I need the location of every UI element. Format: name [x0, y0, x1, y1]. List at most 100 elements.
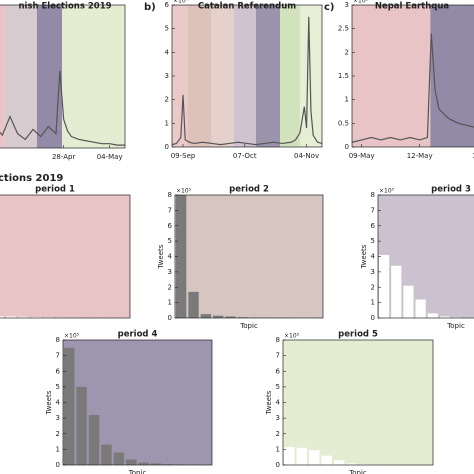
- chart-title: period 3: [431, 185, 471, 195]
- y-tick-label: 0: [345, 143, 349, 151]
- bar: [18, 316, 29, 318]
- axis-multiplier: ×10⁵: [284, 333, 300, 340]
- y-tick-label: 4: [56, 399, 61, 407]
- y-tick-label: 3: [165, 72, 169, 80]
- y-tick-label: 6: [371, 222, 376, 230]
- period-band: [211, 5, 234, 147]
- period-band: [255, 5, 281, 147]
- y-tick-label: 1.5: [338, 72, 349, 80]
- y-tick-label: 1: [56, 445, 60, 453]
- bar: [76, 386, 87, 465]
- plot-background: [63, 340, 212, 465]
- bar: [200, 314, 212, 318]
- bar: [0, 316, 4, 318]
- chart-title: period 4: [118, 330, 158, 340]
- x-axis-label: Topic: [128, 469, 147, 474]
- bar: [439, 316, 451, 318]
- bar: [359, 464, 370, 465]
- bar: [188, 291, 199, 318]
- y-tick-label: 5: [56, 383, 60, 391]
- period-band: [430, 5, 474, 147]
- y-tick-label: 2: [56, 430, 60, 438]
- y-tick-label: 2.5: [338, 25, 349, 33]
- y-axis-label: Tweets: [360, 244, 368, 269]
- y-tick-label: 8: [276, 336, 280, 344]
- y-tick-label: 3: [276, 414, 280, 422]
- bar: [378, 254, 390, 318]
- bar: [63, 347, 75, 465]
- panel-label: c): [324, 2, 335, 13]
- bar: [6, 316, 17, 318]
- axis-multiplier: ×10⁵: [379, 188, 395, 195]
- period-band: [187, 5, 212, 147]
- plot-background: [0, 195, 130, 318]
- axis-multiplier: ×10⁵: [176, 188, 192, 195]
- chart-title: Catalan Referendum: [198, 2, 296, 12]
- chart-title: nish Elections 2019: [18, 2, 111, 12]
- y-tick-label: 7: [371, 206, 375, 214]
- y-tick-label: 5: [165, 25, 169, 33]
- bar: [150, 463, 162, 465]
- y-tick-label: 0: [276, 461, 280, 469]
- y-tick-label: 0: [168, 314, 172, 322]
- y-tick-label: 5: [276, 383, 280, 391]
- y-tick-label: 4: [276, 399, 281, 407]
- bar: [113, 452, 125, 465]
- y-tick-label: 1: [168, 299, 172, 307]
- axis-multiplier: ×10⁵: [64, 333, 80, 340]
- chart-title: period 2: [229, 185, 269, 195]
- y-tick-label: 1: [165, 119, 169, 127]
- bar: [309, 450, 320, 465]
- chart-title: Nepal Earthqua: [375, 2, 450, 12]
- y-tick-label: 6: [276, 367, 281, 375]
- line: [171, 16, 323, 146]
- y-tick-label: 4: [168, 253, 173, 261]
- x-tick-label: 04-May: [97, 153, 123, 161]
- bar: [321, 455, 332, 465]
- bar: [212, 315, 224, 318]
- bar: [175, 195, 187, 318]
- y-tick-label: 0: [371, 314, 375, 322]
- period-band: [0, 5, 5, 148]
- period-band: [62, 5, 125, 148]
- plot-frame: [0, 194, 131, 319]
- y-axis-label: Tweets: [45, 390, 53, 415]
- bar: [225, 316, 236, 318]
- line: [0, 70, 125, 146]
- x-tick-label: 15-: [472, 152, 474, 160]
- x-axis-label: Topic: [239, 322, 258, 330]
- plot-frame: [174, 194, 324, 319]
- bar: [237, 317, 249, 318]
- period-band: [280, 5, 300, 147]
- y-tick-label: 2: [168, 283, 172, 291]
- section-title: ctions 2019: [0, 173, 63, 184]
- y-axis-label: Tweets: [157, 244, 165, 269]
- plot-background: [283, 340, 433, 465]
- plot-frame: [171, 4, 323, 148]
- y-tick-label: 4: [371, 253, 376, 261]
- y-tick-label: 4: [165, 48, 170, 56]
- y-tick-label: 0: [56, 461, 60, 469]
- bar: [334, 460, 345, 465]
- period-band: [299, 5, 322, 147]
- period-band: [233, 5, 256, 147]
- x-tick-label: 09-Sep: [171, 152, 196, 160]
- x-tick-label: 28-Apr: [52, 153, 76, 161]
- chart-title: period 5: [338, 330, 378, 340]
- y-tick-label: 2: [345, 48, 349, 56]
- y-tick-label: 0: [165, 143, 169, 151]
- period-band: [352, 5, 431, 147]
- x-axis-label: Topic: [446, 322, 465, 330]
- line: [351, 33, 474, 143]
- x-tick-label: 07-Oct: [233, 152, 257, 160]
- y-tick-label: 3: [56, 414, 60, 422]
- plot-frame: [377, 194, 474, 319]
- bar: [451, 317, 463, 318]
- y-tick-label: 0.5: [338, 119, 349, 127]
- y-tick-label: 8: [168, 191, 172, 199]
- bar: [163, 464, 174, 465]
- plot-frame: [282, 339, 434, 466]
- period-band: [4, 5, 37, 148]
- y-tick-label: 8: [371, 191, 375, 199]
